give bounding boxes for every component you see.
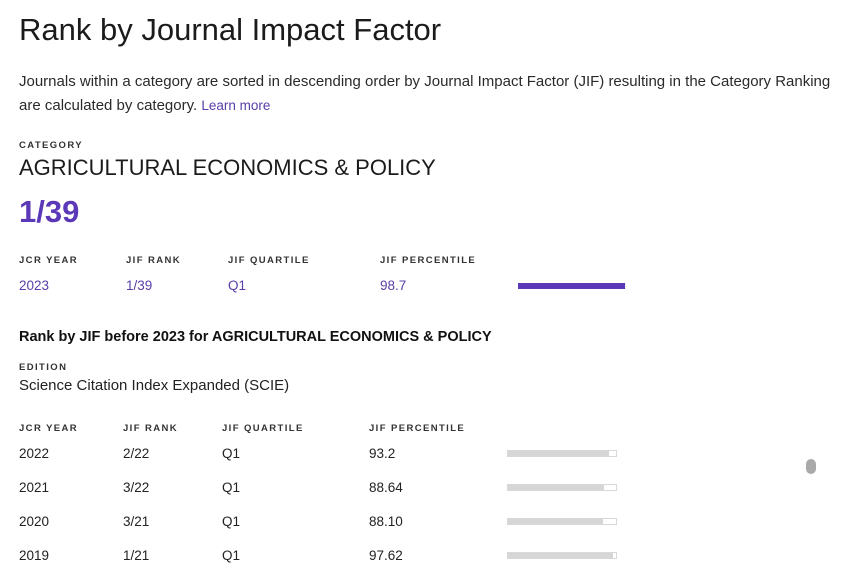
- row-percentile-bar-fill: [508, 553, 614, 558]
- row-percentile-bar: [507, 552, 617, 559]
- row-quartile: Q1: [222, 514, 241, 529]
- row-percentile: 88.64: [369, 480, 403, 495]
- description: Journals within a category are sorted in…: [19, 70, 853, 118]
- category-name: AGRICULTURAL ECONOMICS & POLICY: [19, 155, 436, 180]
- page-title: Rank by Journal Impact Factor: [19, 12, 442, 47]
- description-text: Journals within a category are sorted in…: [19, 73, 831, 114]
- header-jcr-year: JCR YEAR: [19, 255, 79, 266]
- row-percentile: 97.62: [369, 548, 403, 563]
- row-quartile: Q1: [222, 446, 241, 461]
- current-percentile-bar-fill: [518, 283, 625, 289]
- history-header-jif-rank: JIF RANK: [123, 423, 179, 434]
- row-year: 2021: [19, 480, 50, 495]
- current-percentile: 98.7: [380, 278, 407, 293]
- row-percentile-bar: [507, 484, 617, 491]
- current-year: 2023: [19, 278, 50, 293]
- current-quartile: Q1: [228, 278, 247, 293]
- row-quartile: Q1: [222, 548, 241, 563]
- row-year: 2019: [19, 548, 50, 563]
- current-percentile-bar: [518, 283, 626, 289]
- row-rank: 3/22: [123, 480, 150, 495]
- category-rank: 1/39: [19, 194, 80, 229]
- row-percentile-bar-fill: [508, 485, 604, 490]
- row-percentile-bar-fill: [508, 519, 604, 524]
- row-quartile: Q1: [222, 480, 241, 495]
- scrollbar-thumb[interactable]: [806, 459, 816, 474]
- row-percentile: 88.10: [369, 514, 403, 529]
- row-rank: 3/21: [123, 514, 150, 529]
- history-header-jcr-year: JCR YEAR: [19, 423, 79, 434]
- row-percentile-bar: [507, 450, 617, 457]
- row-rank: 1/21: [123, 548, 150, 563]
- header-jif-quartile: JIF QUARTILE: [228, 255, 310, 266]
- edition-value: Science Citation Index Expanded (SCIE): [19, 377, 290, 394]
- header-jif-percentile: JIF PERCENTILE: [380, 255, 477, 266]
- edition-caption: EDITION: [19, 362, 68, 373]
- header-jif-rank: JIF RANK: [126, 255, 182, 266]
- history-header-jif-percentile: JIF PERCENTILE: [369, 423, 466, 434]
- row-rank: 2/22: [123, 446, 150, 461]
- learn-more-link[interactable]: Learn more: [201, 98, 271, 113]
- history-header-jif-quartile: JIF QUARTILE: [222, 423, 304, 434]
- category-caption: CATEGORY: [19, 140, 83, 151]
- row-year: 2022: [19, 446, 50, 461]
- current-rank: 1/39: [126, 278, 153, 293]
- row-percentile: 93.2: [369, 446, 396, 461]
- row-year: 2020: [19, 514, 50, 529]
- row-percentile-bar: [507, 518, 617, 525]
- history-heading: Rank by JIF before 2023 for AGRICULTURAL…: [19, 329, 492, 345]
- row-percentile-bar-fill: [508, 451, 609, 456]
